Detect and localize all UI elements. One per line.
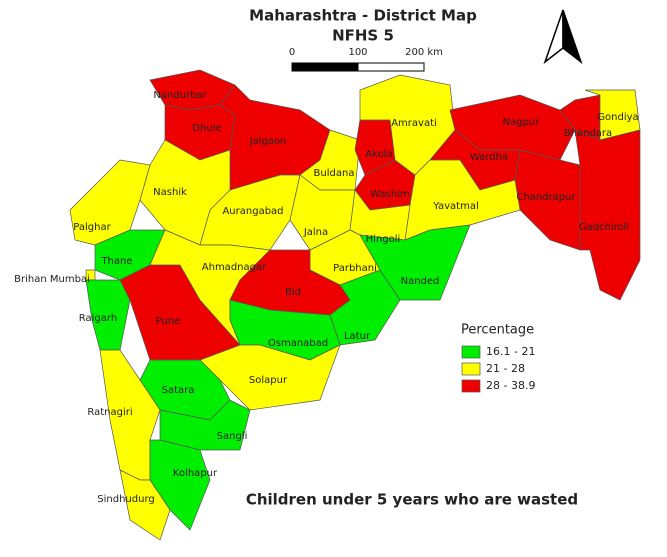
district-label: Pune	[156, 316, 181, 327]
district-label: Latur	[344, 331, 371, 342]
district-label: Yavatmal	[432, 201, 478, 212]
district-label: Gondiya	[597, 112, 638, 123]
district-label: Palghar	[73, 222, 111, 233]
scale-label: 200 km	[405, 47, 443, 58]
legend-swatch	[461, 379, 481, 393]
district-label: Buldana	[314, 168, 355, 179]
district-label: Kolhapur	[173, 468, 218, 479]
district-labels: Nandurbar Dhule Jalgaon Buldana Akola Washim A…	[14, 90, 639, 505]
district-label: Solapur	[249, 375, 288, 386]
district	[329, 269, 401, 346]
district-label: Aurangabad	[222, 206, 283, 217]
district-label: Nanded	[401, 276, 440, 287]
district-label: Satara	[162, 385, 195, 396]
district-label: Gadchiroli	[579, 222, 629, 233]
district-label: Wardha	[470, 152, 508, 163]
scale-bar	[291, 62, 425, 72]
district-label: Washim	[370, 189, 409, 200]
district-label: Osmanabad	[268, 338, 328, 349]
legend-swatch	[461, 345, 481, 359]
legend-title: Percentage	[461, 323, 534, 338]
legend: 16.1 - 21 21 - 28 28 - 38.9	[461, 345, 535, 393]
district-label: Thane	[100, 256, 132, 267]
district-label: Jalna	[303, 227, 328, 238]
legend-label: 16.1 - 21	[486, 345, 535, 358]
district-label: Jalgaon	[249, 136, 287, 147]
district-label: Ratnagiri	[87, 407, 132, 418]
map-title: Maharashtra - District Map	[249, 7, 477, 25]
district-label: Ahmadnagar	[202, 262, 267, 273]
district-label: Nashik	[153, 187, 187, 198]
district-label: Amravati	[391, 118, 437, 129]
district-label: Chandrapur	[516, 192, 576, 203]
north-arrow	[543, 9, 583, 65]
legend-label: 28 - 38.9	[486, 379, 535, 392]
district-label: Hingoli	[366, 234, 401, 245]
district-label: Parbhani	[333, 263, 377, 274]
district-label: Bhandara	[564, 128, 612, 139]
district-label: Sangli	[217, 431, 248, 442]
scale-label: 0	[289, 47, 295, 58]
district-label: Nagpur	[503, 117, 541, 128]
legend-label: 21 - 28	[486, 362, 525, 375]
caption: Children under 5 years who are wasted	[246, 491, 578, 509]
district-label: Dhule	[192, 123, 221, 134]
district-label: Sindhudurg	[97, 494, 154, 505]
scale-label: 100	[348, 47, 367, 58]
district	[119, 469, 171, 541]
district-label: Akola	[365, 149, 392, 160]
district-label: Nandurbar	[153, 90, 207, 101]
districts	[69, 69, 641, 541]
district-label: Bid	[285, 287, 301, 298]
legend-swatch	[461, 362, 481, 376]
map-subtitle: NFHS 5	[332, 27, 394, 45]
district-label: Raigarh	[79, 313, 117, 324]
district-label: Brihan Mumbai	[14, 274, 90, 285]
district	[69, 159, 151, 246]
district	[574, 129, 641, 301]
